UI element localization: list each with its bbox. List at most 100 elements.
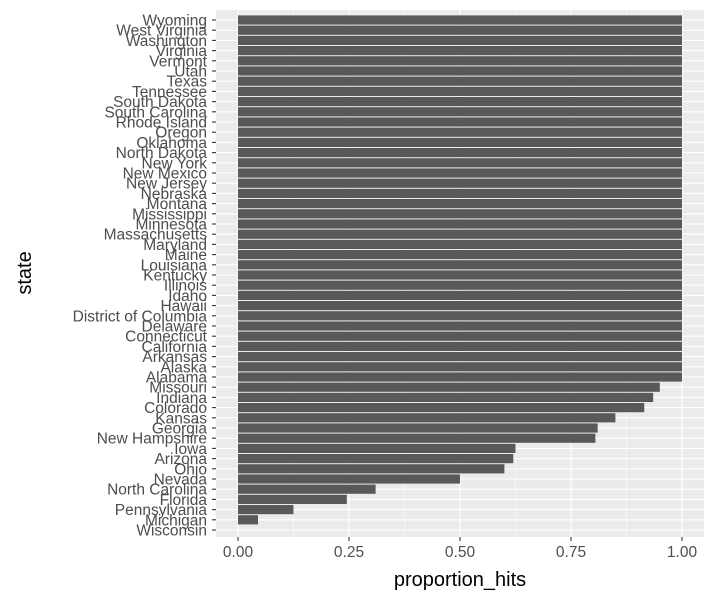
y-tick-label: New Hampshire [97, 431, 207, 448]
y-tick-label: Massachusetts [104, 227, 208, 244]
bar [238, 290, 682, 300]
y-tick-label: Alabama [146, 370, 208, 387]
y-tick-label: Washington [126, 33, 207, 50]
y-tick-label: Georgia [152, 421, 208, 438]
bar [238, 270, 682, 280]
x-tick-label: 0.00 [223, 544, 254, 561]
bar [238, 229, 682, 239]
x-axis: 0.00 0.25 0.50 0.75 1.00 [223, 537, 698, 561]
bar [238, 148, 682, 158]
y-tick-label: South Dakota [113, 94, 207, 111]
y-tick-label: Kansas [155, 410, 207, 427]
bar [238, 484, 376, 494]
y-tick-label: Nevada [154, 472, 208, 489]
bar [238, 117, 682, 127]
bar [238, 86, 682, 96]
bar [238, 158, 682, 168]
y-tick-label: Minnesota [135, 217, 207, 234]
bar [238, 25, 682, 35]
bar [238, 443, 516, 453]
bar [238, 454, 514, 464]
y-tick-label: Illinois [164, 278, 207, 295]
y-tick-label: Virginia [156, 43, 208, 60]
y-tick-label: Texas [167, 74, 208, 91]
bar [238, 423, 598, 433]
bar [238, 15, 682, 25]
bar [238, 494, 347, 504]
bar [238, 403, 645, 413]
y-tick-label: New Jersey [126, 176, 207, 193]
bar [238, 341, 682, 351]
y-tick-label: Utah [174, 64, 207, 81]
y-tick-label: West Virginia [116, 23, 207, 40]
bar [238, 382, 660, 392]
bar [238, 219, 682, 229]
bar [238, 56, 682, 66]
y-tick-label: District of Columbia [73, 308, 208, 325]
bar [238, 321, 682, 331]
y-tick-label: Vermont [149, 53, 207, 70]
y-tick-label: Maine [165, 247, 207, 264]
y-tick-label: Nebraska [141, 186, 208, 203]
y-tick-label: California [142, 339, 208, 356]
bar [238, 46, 682, 56]
bar [238, 199, 682, 209]
bar [238, 35, 682, 45]
y-tick-label: Pennsylvania [115, 502, 208, 519]
bar [238, 331, 682, 341]
y-tick-label: Mississippi [132, 206, 207, 223]
bar [238, 107, 682, 117]
y-tick-label: North Carolina [107, 482, 207, 499]
bars [238, 15, 682, 525]
y-tick-label: Montana [147, 196, 208, 213]
y-tick-label: Iowa [174, 441, 207, 458]
y-tick-label: Rhode Island [116, 115, 207, 132]
x-tick-label: 1.00 [667, 544, 698, 561]
y-tick-label: Connecticut [125, 329, 208, 346]
bar [238, 127, 682, 137]
x-axis-title: proportion_hits [394, 569, 526, 591]
bar [238, 311, 682, 321]
y-tick-label: Wyoming [143, 13, 207, 30]
y-tick-label: Oregon [155, 125, 207, 142]
bar [238, 433, 596, 443]
bar [238, 66, 682, 76]
y-tick-label: North Dakota [116, 145, 208, 162]
bar [238, 260, 682, 270]
y-tick-label: New York [142, 155, 208, 172]
bar [238, 301, 682, 311]
y-tick-label: Kentucky [143, 268, 207, 285]
y-tick-label: Louisiana [141, 257, 208, 274]
bar [238, 178, 682, 188]
y-tick-label: Florida [160, 492, 208, 509]
y-tick-label: Arkansas [142, 349, 207, 366]
y-tick-label: New Mexico [123, 166, 207, 183]
bar [238, 250, 682, 260]
bar [238, 362, 682, 372]
bar [238, 372, 682, 382]
x-tick-label: 0.50 [445, 544, 476, 561]
y-tick-label: Hawaii [160, 298, 207, 315]
bar [238, 280, 682, 290]
bar [238, 188, 682, 198]
bar [238, 515, 258, 525]
bar [238, 392, 654, 402]
x-tick-label: 0.75 [556, 544, 586, 561]
y-axis-title: state [14, 251, 36, 294]
x-tick-label: 0.25 [334, 544, 364, 561]
bar [238, 505, 294, 515]
y-tick-label: Wisconsin [136, 523, 207, 540]
bar [238, 76, 682, 86]
y-tick-label: Delaware [142, 319, 207, 336]
bar [238, 464, 505, 474]
y-tick-label: Idaho [168, 288, 207, 305]
bar [238, 97, 682, 107]
y-tick-label: Ohio [174, 461, 207, 478]
bar [238, 474, 460, 484]
y-tick-label: Arizona [154, 451, 207, 468]
y-tick-label: Michigan [145, 512, 207, 529]
bar [238, 209, 682, 219]
y-tick-label: Oklahoma [136, 135, 207, 152]
